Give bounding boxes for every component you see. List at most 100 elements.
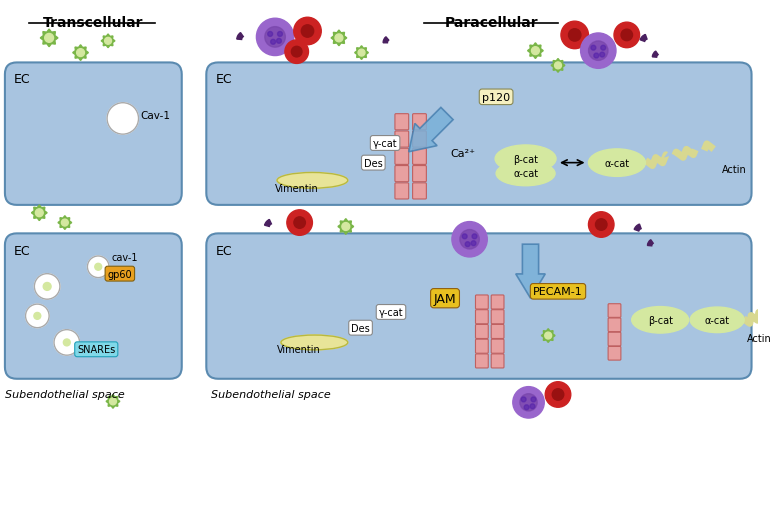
Circle shape — [276, 39, 282, 44]
Text: Cav-1: Cav-1 — [141, 111, 171, 121]
Text: EC: EC — [14, 245, 30, 258]
Text: Vimentin: Vimentin — [275, 184, 319, 194]
Circle shape — [554, 63, 561, 70]
Wedge shape — [652, 52, 659, 58]
FancyBboxPatch shape — [608, 347, 621, 360]
Circle shape — [595, 219, 607, 231]
FancyBboxPatch shape — [476, 354, 488, 368]
Circle shape — [460, 230, 479, 249]
FancyBboxPatch shape — [491, 340, 504, 354]
Circle shape — [521, 397, 526, 402]
Circle shape — [110, 398, 117, 405]
Circle shape — [25, 304, 49, 328]
Polygon shape — [30, 309, 44, 323]
Text: β-cat: β-cat — [648, 315, 672, 325]
FancyBboxPatch shape — [491, 354, 504, 368]
Polygon shape — [101, 35, 115, 48]
Polygon shape — [58, 216, 72, 230]
Circle shape — [63, 340, 70, 346]
Text: EC: EC — [14, 73, 30, 86]
Circle shape — [568, 30, 581, 42]
FancyBboxPatch shape — [491, 325, 504, 339]
Circle shape — [87, 257, 109, 278]
Circle shape — [520, 394, 537, 411]
Circle shape — [293, 18, 321, 46]
FancyBboxPatch shape — [412, 132, 426, 148]
Ellipse shape — [495, 146, 556, 173]
Polygon shape — [60, 336, 73, 350]
Circle shape — [34, 313, 41, 320]
Text: γ-cat: γ-cat — [373, 139, 398, 149]
FancyBboxPatch shape — [608, 332, 621, 346]
Wedge shape — [237, 34, 243, 40]
Circle shape — [45, 35, 53, 43]
FancyBboxPatch shape — [491, 310, 504, 324]
Circle shape — [271, 40, 276, 45]
FancyBboxPatch shape — [608, 318, 621, 332]
FancyBboxPatch shape — [491, 295, 504, 309]
Circle shape — [76, 49, 84, 58]
Ellipse shape — [281, 335, 347, 350]
Circle shape — [54, 330, 80, 355]
Text: p120: p120 — [482, 93, 510, 103]
Circle shape — [342, 223, 350, 231]
Polygon shape — [541, 329, 555, 343]
Text: β-cat: β-cat — [513, 154, 538, 164]
Polygon shape — [527, 44, 543, 60]
Text: α-cat: α-cat — [705, 315, 730, 325]
Text: Subendothelial space: Subendothelial space — [212, 389, 331, 399]
Text: Des: Des — [364, 158, 383, 168]
Circle shape — [291, 47, 302, 58]
Text: Transcellular: Transcellular — [43, 16, 144, 30]
Polygon shape — [354, 47, 368, 61]
Wedge shape — [648, 240, 653, 246]
Circle shape — [95, 264, 102, 271]
Circle shape — [471, 241, 476, 246]
Text: Paracellular: Paracellular — [445, 16, 538, 30]
Text: α-cat: α-cat — [604, 158, 629, 168]
Text: Subendothelial space: Subendothelial space — [5, 389, 124, 399]
Text: Actin: Actin — [722, 164, 747, 174]
Circle shape — [335, 35, 343, 43]
Circle shape — [287, 210, 313, 236]
Ellipse shape — [496, 162, 555, 186]
Circle shape — [277, 33, 283, 37]
Text: SNAREs: SNAREs — [77, 345, 115, 355]
FancyBboxPatch shape — [476, 310, 488, 324]
FancyBboxPatch shape — [395, 149, 408, 165]
Circle shape — [105, 38, 111, 45]
FancyBboxPatch shape — [395, 183, 408, 200]
Polygon shape — [551, 60, 565, 73]
Circle shape — [62, 220, 68, 227]
Circle shape — [545, 332, 552, 340]
Circle shape — [294, 217, 306, 229]
Circle shape — [552, 389, 564, 401]
Polygon shape — [409, 108, 453, 152]
Circle shape — [524, 405, 529, 410]
Text: EC: EC — [216, 245, 232, 258]
Polygon shape — [106, 394, 120, 408]
Circle shape — [301, 26, 313, 38]
FancyBboxPatch shape — [395, 132, 408, 148]
Polygon shape — [91, 261, 105, 274]
Circle shape — [466, 242, 470, 247]
Circle shape — [35, 274, 60, 300]
Text: Vimentin: Vimentin — [277, 345, 321, 355]
Circle shape — [531, 397, 536, 402]
Text: cav-1: cav-1 — [112, 252, 138, 263]
FancyBboxPatch shape — [476, 340, 488, 354]
Circle shape — [285, 41, 309, 64]
Wedge shape — [634, 224, 641, 232]
Circle shape — [588, 42, 608, 61]
Circle shape — [256, 19, 293, 56]
Circle shape — [601, 46, 606, 51]
Circle shape — [472, 235, 477, 239]
FancyBboxPatch shape — [476, 295, 488, 309]
Text: gp60: gp60 — [107, 269, 132, 279]
FancyBboxPatch shape — [395, 166, 408, 182]
FancyBboxPatch shape — [476, 325, 488, 339]
FancyBboxPatch shape — [206, 234, 752, 379]
Wedge shape — [265, 220, 272, 227]
Ellipse shape — [631, 307, 689, 333]
Circle shape — [600, 53, 604, 58]
